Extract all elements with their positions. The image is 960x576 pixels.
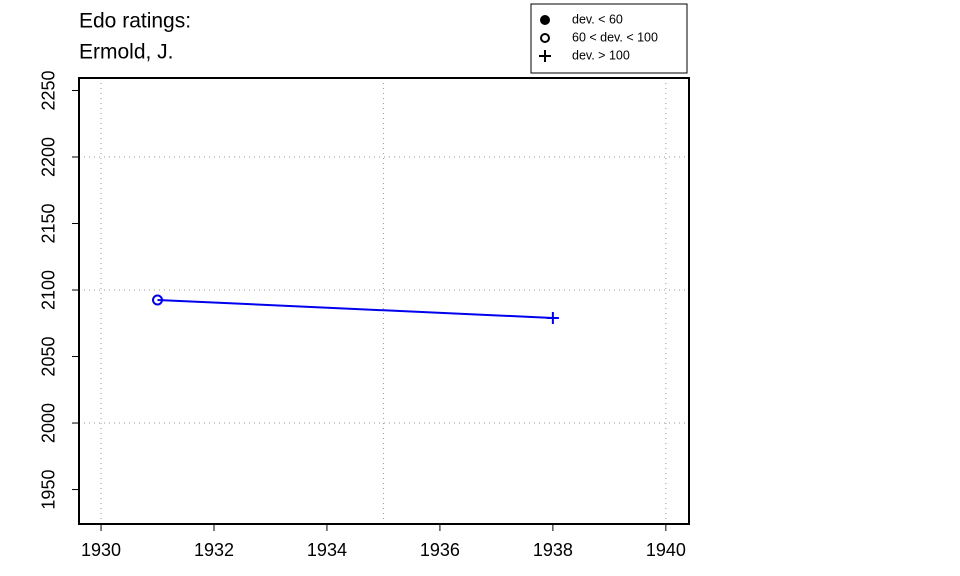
legend-marker [540, 15, 550, 25]
legend-box [530, 3, 688, 74]
legend-marker [539, 50, 551, 62]
x-tick-label: 1938 [533, 540, 573, 560]
y-tick-label: 1950 [39, 470, 59, 510]
x-tick-label: 1936 [420, 540, 460, 560]
legend-label: dev. < 60 [572, 12, 623, 26]
x-tick-label: 1934 [307, 540, 347, 560]
chart-subtitle: Ermold, J. [79, 41, 174, 64]
legend-label: 60 < dev. < 100 [572, 30, 658, 44]
y-tick-label: 2200 [39, 137, 59, 177]
y-tick-label: 2250 [39, 70, 59, 110]
point-marker [152, 294, 164, 306]
point-marker [546, 311, 559, 324]
y-tick-label: 2100 [39, 270, 59, 310]
x-tick-label: 1932 [194, 540, 234, 560]
legend-label: dev. > 100 [572, 48, 630, 62]
chart-title: Edo ratings: [79, 10, 191, 33]
x-tick-label: 1930 [81, 540, 121, 560]
legend-marker [540, 33, 550, 43]
plot-frame [78, 77, 690, 525]
y-tick-label: 2050 [39, 337, 59, 377]
line [157, 299, 553, 319]
y-tick-label: 2000 [39, 403, 59, 443]
y-tick-label: 2150 [39, 203, 59, 243]
x-tick-label: 1940 [646, 540, 686, 560]
